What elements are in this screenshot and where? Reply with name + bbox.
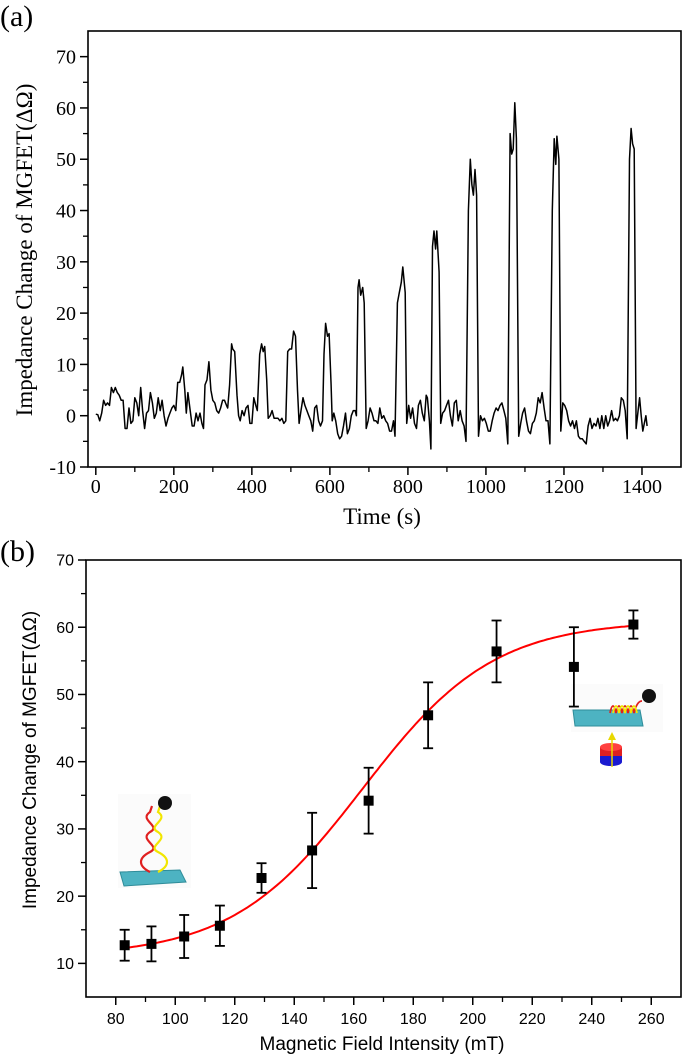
panel-b-x-tick-label: 160 — [340, 1011, 367, 1028]
panel-b-y-tick-label: 20 — [56, 889, 74, 906]
panel-a-x-tick-label: 600 — [315, 476, 345, 498]
panel-a-x-tick-label: 400 — [237, 476, 267, 498]
panel-a-y-tick-label: 30 — [56, 252, 76, 274]
panel-a-label: (a) — [0, 0, 33, 33]
panel-a: (a) 0 200 400 600 800 1000 1200 1400 -10 0 10 20 30 4… — [0, 0, 682, 529]
panel-b-data-point — [307, 811, 318, 889]
panel-a-x-tick-label: 800 — [393, 476, 423, 498]
square-marker — [491, 646, 502, 657]
panel-b-fit-curve — [124, 624, 634, 949]
panel-b-frame — [85, 559, 682, 998]
panel-b-x-tick-label: 140 — [281, 1011, 308, 1028]
panel-b-y-tick-label: 30 — [56, 822, 74, 839]
panel-b-y-tick-label: 60 — [56, 620, 74, 637]
panel-a-y-tick-label: 60 — [56, 98, 76, 120]
square-marker — [363, 795, 374, 806]
panel-b-x-tick-label: 80 — [107, 1011, 125, 1028]
panel-b: (b) 80 100 120 140 160 180 200 220 240 260 10 20 30 4… — [0, 535, 682, 1055]
square-marker — [423, 710, 434, 721]
panel-a-y-axis-title: Impedance Change of MGFET(ΔΩ) — [12, 84, 37, 417]
panel-b-data-point — [491, 619, 502, 684]
panel-a-y-tick-label: 70 — [56, 47, 76, 69]
panel-b-data-point — [146, 925, 157, 963]
panel-b-x-tick-label: 240 — [578, 1011, 605, 1028]
panel-b-y-tick-label: 70 — [56, 553, 74, 570]
panel-b-data-point — [256, 862, 267, 894]
panel-b-x-tick-label: 220 — [519, 1011, 546, 1028]
panel-b-x-axis-title: Magnetic Field Intensity (mT) — [260, 1034, 505, 1055]
panel-a-x-tick-label: 1400 — [622, 476, 662, 498]
panel-b-x-tick-label: 120 — [221, 1011, 248, 1028]
dna-hairpin-upright-icon — [118, 794, 191, 888]
square-marker — [179, 931, 190, 942]
square-marker — [119, 940, 130, 951]
dna-hairpin-stretched-with-magnet-icon — [571, 684, 663, 767]
square-marker — [146, 938, 157, 949]
panel-b-x-tick-label: 260 — [638, 1011, 665, 1028]
square-marker — [568, 661, 579, 672]
panel-a-y-tick-label: 10 — [56, 354, 76, 376]
panel-a-y-tick-label: 40 — [56, 201, 76, 223]
panel-b-y-axis-title: Impedance Change of MGFET(ΔΩ) — [20, 611, 41, 909]
panel-b-x-tick-label: 200 — [459, 1011, 486, 1028]
panel-b-y-tick-label: 40 — [56, 754, 74, 771]
panel-b-data-point — [119, 928, 130, 962]
panel-b-x-tick-label: 100 — [162, 1011, 189, 1028]
panel-b-x-tick-label: 180 — [400, 1011, 427, 1028]
square-marker — [214, 920, 225, 931]
panel-a-series-line — [95, 102, 648, 450]
panel-a-x-tick-label: 200 — [159, 476, 189, 498]
panel-b-data-point — [568, 626, 579, 708]
panel-b-label: (b) — [0, 535, 35, 568]
panel-a-x-axis-title: Time (s) — [343, 504, 421, 529]
panel-b-data-point — [423, 681, 434, 750]
panel-b-data-point — [214, 904, 225, 947]
panel-a-x-tick-label: 0 — [91, 476, 101, 498]
panel-a-y-tick-label: 0 — [66, 406, 76, 428]
panel-b-data-point — [179, 914, 190, 959]
panel-a-x-tick-label: 1200 — [544, 476, 584, 498]
square-marker — [307, 845, 318, 856]
panel-a-x-tick-label: 1000 — [466, 476, 506, 498]
panel-a-y-tick-label: -10 — [49, 457, 76, 479]
square-marker — [628, 619, 639, 630]
panel-b-data-point — [628, 609, 639, 640]
panel-b-data-point — [363, 766, 374, 835]
square-marker — [256, 873, 267, 884]
panel-b-y-tick-label: 50 — [56, 687, 74, 704]
panel-a-frame — [87, 30, 682, 468]
panel-a-y-tick-label: 50 — [56, 149, 76, 171]
panel-b-y-tick-label: 10 — [56, 956, 74, 973]
panel-a-y-tick-label: 20 — [56, 303, 76, 325]
